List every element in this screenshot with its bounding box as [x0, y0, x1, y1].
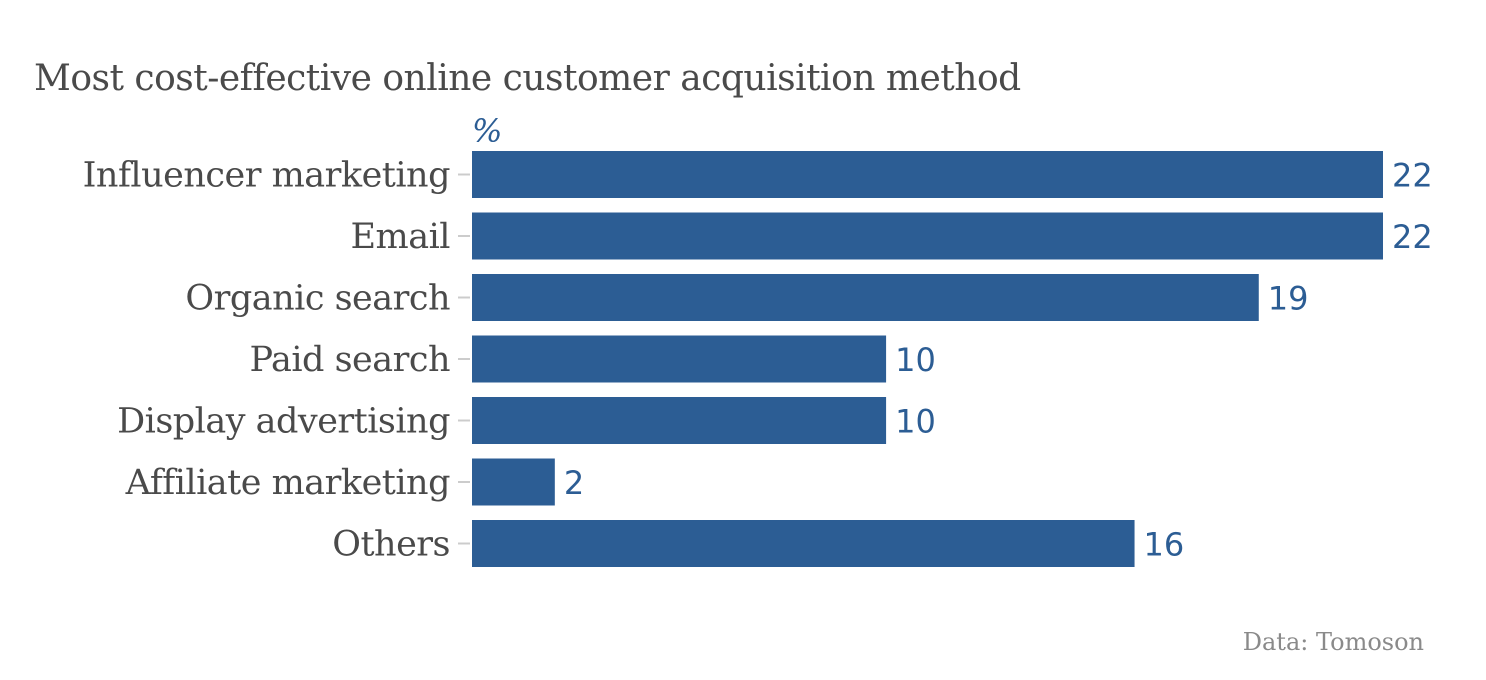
chart-title: Most cost-effective online customer acqu…	[34, 58, 1021, 99]
category-label: Influencer marketing	[83, 156, 450, 196]
bar	[472, 274, 1259, 321]
value-label: 16	[1144, 526, 1185, 564]
bar	[472, 151, 1383, 198]
value-label: 10	[895, 403, 936, 441]
category-label: Display advertising	[117, 402, 450, 442]
bar	[472, 458, 555, 506]
source-note: Data: Tomoson	[1242, 628, 1424, 656]
category-label: Paid search	[250, 340, 450, 380]
value-label: 2	[564, 464, 584, 502]
category-label: Email	[351, 217, 451, 257]
unit-label: %	[472, 112, 502, 150]
bar	[472, 212, 1383, 260]
bar	[472, 397, 887, 444]
value-label: 22	[1392, 218, 1433, 256]
category-label: Organic search	[185, 279, 450, 319]
category-label: Others	[332, 525, 450, 565]
value-label: 19	[1268, 280, 1309, 318]
bar	[472, 520, 1135, 567]
value-label: 22	[1392, 157, 1433, 195]
value-label: 10	[895, 341, 936, 379]
category-label: Affiliate marketing	[125, 463, 450, 503]
bars-layer: Influencer marketing 22 Email 22 Organic sea…	[83, 151, 1433, 567]
bar	[472, 335, 887, 383]
